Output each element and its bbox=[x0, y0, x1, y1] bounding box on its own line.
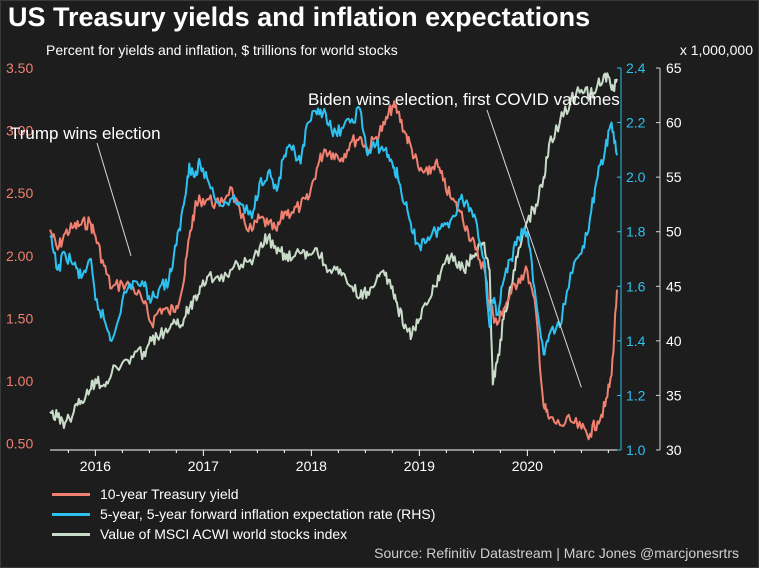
left-axis-tick-label: 1.50 bbox=[6, 310, 33, 326]
treasury-yield-line bbox=[49, 100, 618, 441]
x-axis-tick-label: 2019 bbox=[404, 458, 435, 474]
annotation-biden-pointer bbox=[486, 109, 582, 388]
rhs-stocks-tick-label: 65 bbox=[666, 60, 682, 76]
rhs-inflation-tick-label: 1.4 bbox=[626, 333, 646, 349]
legend-item-treasury: 10-year Treasury yield bbox=[52, 484, 435, 504]
legend-label-treasury: 10-year Treasury yield bbox=[100, 486, 239, 502]
x-axis-tick-label: 2016 bbox=[80, 458, 111, 474]
rhs-stocks-tick-label: 60 bbox=[666, 115, 682, 131]
rhs-stocks-tick-label: 45 bbox=[666, 278, 682, 294]
rhs-inflation-tick-label: 1.8 bbox=[626, 224, 646, 240]
annotation-trump-label: Trump wins election bbox=[10, 124, 161, 143]
annotation-trump-pointer bbox=[96, 142, 132, 257]
rhs-stocks-tick-label: 30 bbox=[666, 442, 682, 458]
axis-multiplier-label: x 1,000,000 bbox=[679, 42, 753, 58]
x-axis-tick-label: 2017 bbox=[188, 458, 219, 474]
legend-label-inflation: 5-year, 5-year forward inflation expecta… bbox=[100, 506, 436, 522]
rhs-inflation-tick-label: 2.0 bbox=[626, 169, 646, 185]
msci-stocks-line bbox=[49, 72, 618, 429]
source-credit: Source: Refinitiv Datastream | Marc Jone… bbox=[374, 545, 739, 561]
left-axis-tick-label: 0.50 bbox=[6, 436, 33, 452]
x-axis-tick-label: 2020 bbox=[512, 458, 543, 474]
rhs-inflation-tick-label: 2.2 bbox=[626, 115, 646, 131]
left-axis-tick-label: 1.00 bbox=[6, 373, 33, 389]
rhs-stocks-tick-label: 35 bbox=[666, 387, 682, 403]
chart-subtitle: Percent for yields and inflation, $ tril… bbox=[46, 42, 398, 58]
x-axis-tick-label: 2018 bbox=[296, 458, 327, 474]
legend-label-msci: Value of MSCI ACWI world stocks index bbox=[100, 526, 348, 542]
rhs-inflation-tick-label: 1.0 bbox=[626, 442, 646, 458]
left-axis-tick-label: 3.00 bbox=[6, 123, 33, 139]
annotation-biden-label: Biden wins election, first COVID vaccine… bbox=[308, 90, 620, 109]
legend-swatch-treasury bbox=[52, 492, 90, 496]
left-axis-tick-label: 2.50 bbox=[6, 185, 33, 201]
left-axis-tick-label: 3.50 bbox=[6, 60, 33, 76]
legend-swatch-msci bbox=[52, 532, 90, 536]
rhs-inflation-tick-label: 2.4 bbox=[626, 60, 646, 76]
rhs-inflation-tick-label: 1.6 bbox=[626, 278, 646, 294]
rhs-inflation-tick-label: 1.2 bbox=[626, 387, 646, 403]
legend-item-inflation: 5-year, 5-year forward inflation expecta… bbox=[52, 504, 435, 524]
rhs-stocks-tick-label: 55 bbox=[666, 169, 682, 185]
inflation-expectation-line bbox=[49, 105, 618, 356]
rhs-stocks-tick-label: 50 bbox=[666, 224, 682, 240]
rhs-stocks-tick-label: 40 bbox=[666, 333, 682, 349]
chart-svg: 3.50 3.00 2.50 2.00 1.50 1.00 0.50 2016 2017 2018… bbox=[6, 60, 682, 474]
legend: 10-year Treasury yield 5-year, 5-year fo… bbox=[52, 484, 435, 544]
chart-title: US Treasury yields and inflation expecta… bbox=[8, 2, 591, 32]
legend-swatch-inflation bbox=[52, 512, 90, 516]
legend-item-msci: Value of MSCI ACWI world stocks index bbox=[52, 524, 435, 544]
left-axis-tick-label: 2.00 bbox=[6, 248, 33, 264]
